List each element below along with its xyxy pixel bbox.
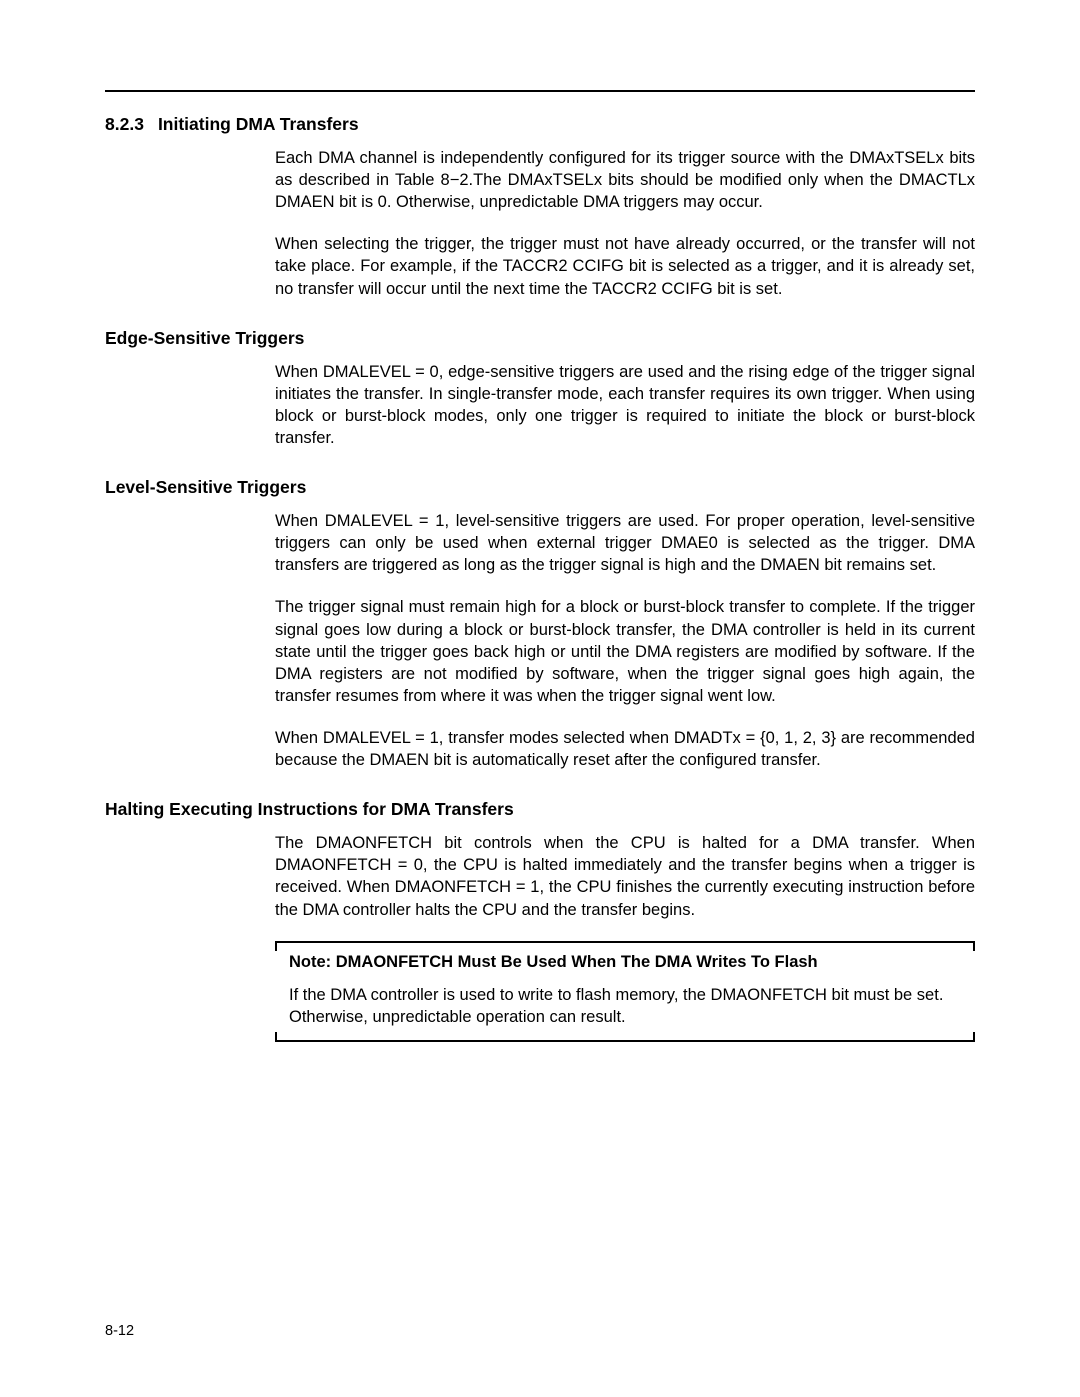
subsection-heading: Level-Sensitive Triggers xyxy=(105,477,975,498)
section-body: Each DMA channel is independently config… xyxy=(275,147,975,300)
note-title: Note: DMAONFETCH Must Be Used When The D… xyxy=(289,953,961,972)
subsection-heading: Edge-Sensitive Triggers xyxy=(105,328,975,349)
note-body: If the DMA controller is used to write t… xyxy=(289,984,961,1028)
top-rule xyxy=(105,90,975,92)
paragraph: When selecting the trigger, the trigger … xyxy=(275,233,975,299)
page: 8.2.3 Initiating DMA Transfers Each DMA c… xyxy=(0,0,1080,1397)
paragraph: When DMALEVEL = 1, level-sensitive trigg… xyxy=(275,510,975,576)
subsection-body: When DMALEVEL = 1, level-sensitive trigg… xyxy=(275,510,975,771)
paragraph: The trigger signal must remain high for … xyxy=(275,596,975,707)
subsection-heading: Halting Executing Instructions for DMA T… xyxy=(105,799,975,820)
subsection-body: The DMAONFETCH bit controls when the CPU… xyxy=(275,832,975,920)
subsection-body: When DMALEVEL = 0, edge-sensitive trigge… xyxy=(275,361,975,449)
page-number: 8-12 xyxy=(105,1323,134,1339)
section-title: Initiating DMA Transfers xyxy=(158,114,359,134)
paragraph: When DMALEVEL = 1, transfer modes select… xyxy=(275,727,975,771)
paragraph: When DMALEVEL = 0, edge-sensitive trigge… xyxy=(275,361,975,449)
section-number: 8.2.3 xyxy=(105,114,144,135)
note-box: Note: DMAONFETCH Must Be Used When The D… xyxy=(275,941,975,1042)
paragraph: Each DMA channel is independently config… xyxy=(275,147,975,213)
paragraph: The DMAONFETCH bit controls when the CPU… xyxy=(275,832,975,920)
section-heading: 8.2.3 Initiating DMA Transfers xyxy=(105,114,975,135)
